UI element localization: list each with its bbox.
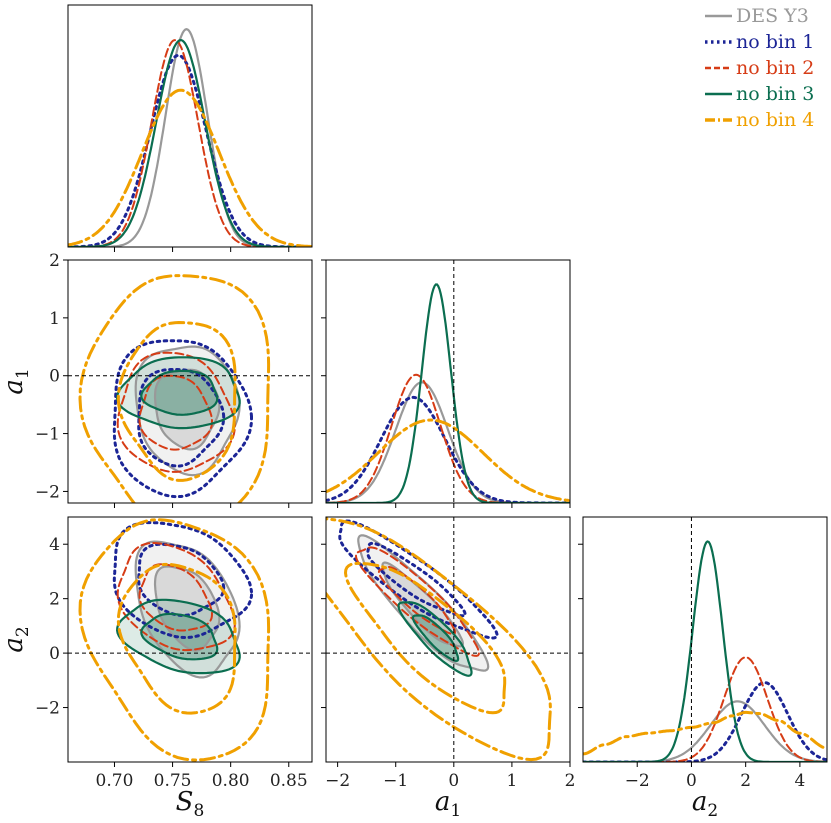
contour-no-bin-2-20-95 xyxy=(116,541,236,652)
xtick-label: 0.80 xyxy=(212,771,250,791)
legend-label-3: no bin 3 xyxy=(736,83,814,105)
contour-no-bin-2-21-68 xyxy=(377,565,457,636)
x-axis-label-1: a1 xyxy=(435,787,461,821)
marginal-des-y3-1 xyxy=(326,381,570,503)
marginal-no-bin-4-1 xyxy=(326,418,570,503)
contour-no-bin-3-10-68 xyxy=(140,369,219,416)
panel-frame-11 xyxy=(325,259,571,504)
contour-no-bin-1-20-68 xyxy=(137,542,226,617)
contour-fill-0-21-0 xyxy=(382,562,463,647)
xtick-label: −2 xyxy=(325,771,350,791)
contour-no-bin-1-10-95 xyxy=(112,339,253,499)
y-axis-label-1: a1 xyxy=(0,368,33,394)
contour-no-bin-3-10-95 xyxy=(115,356,241,430)
xtick-label: 4 xyxy=(794,771,805,791)
panel-frame-21 xyxy=(325,516,571,763)
contour-no-bin-4-10-68 xyxy=(116,320,237,482)
contour-des-y3-10-95 xyxy=(134,345,241,477)
ytick-label: 2 xyxy=(49,590,60,610)
contour-no-bin-4-21-68 xyxy=(343,561,507,715)
contour-no-bin-3-20-68 xyxy=(140,612,219,661)
contour-no-bin-3-21-95 xyxy=(397,601,473,677)
marginal-no-bin-3-2 xyxy=(583,540,827,762)
marginal-no-bin-1-0 xyxy=(68,53,312,247)
marginal-no-bin-2-1 xyxy=(326,373,570,503)
panel-frame-20 xyxy=(67,516,313,763)
panel-frame-10 xyxy=(67,259,313,504)
legend-label-2: no bin 2 xyxy=(736,57,814,79)
xtick-label: −2 xyxy=(625,771,650,791)
xtick-label: 0 xyxy=(686,771,697,791)
xtick-label: 0.85 xyxy=(270,771,308,791)
xtick-label: 0.75 xyxy=(154,771,192,791)
xtick-label: 0 xyxy=(448,771,459,791)
ytick-label: −2 xyxy=(35,482,60,502)
marginal-no-bin-4-2 xyxy=(583,710,827,756)
x-axis-label-0: S8 xyxy=(176,787,205,821)
ytick-label: 2 xyxy=(49,251,60,271)
legend-label-1: no bin 1 xyxy=(736,31,814,53)
marginal-no-bin-2-2 xyxy=(583,656,827,762)
contour-no-bin-3-21-68 xyxy=(411,614,460,663)
marginal-des-y3-2 xyxy=(583,700,827,762)
ytick-label: 0 xyxy=(49,367,60,387)
contour-fill-3-10-0 xyxy=(141,370,218,415)
ytick-label: 4 xyxy=(49,535,60,555)
marginal-no-bin-1-2 xyxy=(583,681,827,762)
marginal-no-bin-3-1 xyxy=(326,283,570,503)
legend-label-4: no bin 4 xyxy=(736,109,814,131)
contour-no-bin-1-21-68 xyxy=(366,541,467,618)
contour-no-bin-4-20-68 xyxy=(116,562,237,715)
contour-no-bin-4-20-95 xyxy=(78,518,271,762)
xtick-label: 1 xyxy=(506,771,517,791)
contour-fill-0-21-1 xyxy=(358,535,489,671)
contour-no-bin-4-21-95 xyxy=(326,517,552,762)
contour-no-bin-2-20-68 xyxy=(138,563,214,632)
xtick-label: 0.70 xyxy=(96,771,134,791)
contour-no-bin-4-10-95 xyxy=(78,274,271,503)
xtick-label: −1 xyxy=(383,771,408,791)
ytick-label: −2 xyxy=(35,699,60,719)
contour-fill-0-10-0 xyxy=(155,369,220,450)
panel-frame-00 xyxy=(67,4,313,248)
marginal-des-y3-0 xyxy=(68,28,312,247)
contour-no-bin-2-10-68 xyxy=(138,374,214,451)
panel-frame-22 xyxy=(582,516,828,763)
marginal-no-bin-4-0 xyxy=(68,88,312,247)
ytick-label: 1 xyxy=(49,309,60,329)
ytick-label: 0 xyxy=(49,644,60,664)
contour-no-bin-2-21-95 xyxy=(354,546,481,657)
ytick-label: −1 xyxy=(35,425,60,445)
xtick-label: 2 xyxy=(740,771,751,791)
x-axis-label-2: a2 xyxy=(692,787,718,821)
legend-label-0: DES Y3 xyxy=(736,5,809,27)
xtick-label: 2 xyxy=(565,771,576,791)
y-axis-label-2: a2 xyxy=(0,626,33,652)
